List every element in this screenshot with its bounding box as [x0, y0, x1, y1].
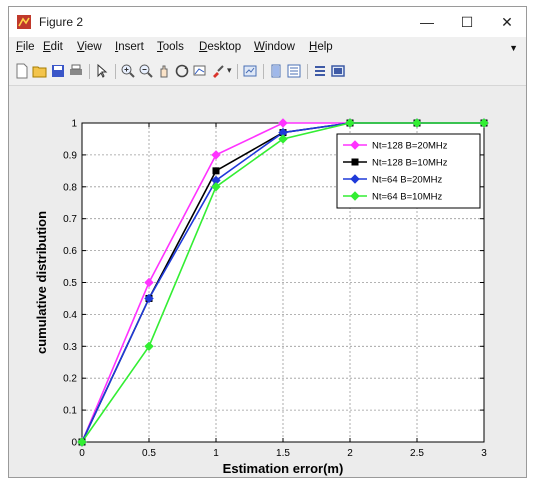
menu-file[interactable]: File — [16, 41, 35, 53]
matlab-figure-icon — [17, 15, 31, 29]
hide-plot-tools-icon[interactable] — [312, 63, 328, 79]
y-tick-label: 0.4 — [63, 310, 77, 321]
menu-edit[interactable]: Edit — [43, 41, 63, 53]
toolbar-separator — [89, 64, 90, 79]
legend-entry: Nt=128 B=10MHz — [372, 158, 448, 169]
save-icon[interactable] — [50, 63, 66, 79]
menu-overflow-arrow-icon[interactable]: ▼ — [509, 43, 518, 53]
legend-icon[interactable] — [286, 63, 302, 79]
new-figure-icon[interactable] — [14, 63, 30, 79]
legend-swatch-marker — [350, 140, 360, 150]
pointer-icon[interactable] — [94, 63, 110, 79]
series-3-point — [144, 341, 154, 352]
series-3-point — [278, 134, 288, 144]
open-file-icon[interactable] — [32, 63, 48, 79]
y-tick-label: 0.9 — [63, 150, 77, 161]
x-tick-label: 2 — [347, 448, 353, 459]
menu-window[interactable]: Window — [254, 41, 295, 53]
toolbar-separator — [237, 64, 238, 79]
figure-canvas: 0 0.5 1 1.5 2 2.5 3 0 0.1 0.2 0.3 0.4 0.5 0.6 0.7 0.8 0.… — [9, 86, 526, 477]
menu-help[interactable]: Help — [309, 41, 333, 53]
window-title: Figure 2 — [39, 15, 84, 29]
y-tick-label: 0.8 — [63, 182, 77, 193]
menu-view[interactable]: View — [77, 41, 102, 53]
rotate-3d-icon[interactable] — [174, 63, 190, 79]
series-2-point — [144, 293, 154, 304]
y-tick-label: 0.6 — [63, 246, 77, 257]
data-cursor-icon[interactable] — [192, 63, 208, 79]
x-tick-label: 1 — [213, 448, 219, 459]
colorbar-icon[interactable] — [268, 63, 284, 79]
minimize-button[interactable]: — — [420, 14, 434, 30]
legend-swatch-marker — [351, 158, 359, 166]
zoom-in-icon[interactable] — [120, 63, 136, 79]
y-tick-label: 1 — [71, 119, 77, 130]
toolbar-separator — [115, 64, 116, 79]
series-0-point — [211, 150, 221, 160]
menu-insert[interactable]: Insert — [115, 41, 144, 53]
x-tick-label: 3 — [481, 448, 487, 459]
legend-entry: Nt=64 B=10MHz — [372, 192, 442, 203]
legend-box — [336, 133, 481, 209]
legend-swatch-marker — [350, 191, 360, 201]
series-0-point — [278, 118, 288, 128]
x-tick-label: 0.5 — [142, 448, 156, 459]
menu-desktop[interactable]: Desktop — [199, 41, 242, 53]
legend-entry: Nt=128 B=20MHz — [372, 141, 448, 152]
series-3-point — [211, 182, 221, 192]
link-plot-icon[interactable] — [242, 63, 258, 79]
x-tick-label: 0 — [79, 448, 85, 459]
menu-bar: File Edit View Insert Tools Desktop Wind… — [9, 37, 526, 59]
series-3-point — [412, 118, 422, 128]
x-tick-label: 1.5 — [276, 448, 290, 459]
toolbar-separator — [263, 64, 264, 79]
y-tick-label: 0.5 — [63, 278, 77, 289]
print-icon[interactable] — [68, 63, 84, 79]
legend-entry: Nt=64 B=20MHz — [372, 175, 442, 186]
y-tick-label: 0.2 — [63, 374, 77, 385]
y-tick-label: 0 — [71, 438, 77, 449]
pan-icon[interactable] — [156, 63, 172, 79]
series-3-point — [345, 118, 355, 128]
cdf-chart: 0 0.5 1 1.5 2 2.5 3 0 0.1 0.2 0.3 0.4 0.5 0.6 0.7 0.8 0.… — [34, 118, 489, 476]
brush-icon[interactable] — [210, 63, 226, 79]
zoom-out-icon[interactable] — [138, 63, 154, 79]
series-3-point — [479, 118, 489, 128]
maximize-button[interactable]: ☐ — [460, 13, 474, 30]
y-axis-label: cumulative distribution — [34, 211, 49, 354]
x-tick-label: 2.5 — [410, 448, 424, 459]
title-bar[interactable]: Figure 2 — ☐ ✕ — [9, 7, 526, 37]
series-1-point — [212, 167, 220, 175]
y-tick-label: 0.7 — [63, 214, 77, 225]
figure-window: Figure 2 — ☐ ✕ File Edit View Insert Too… — [8, 6, 527, 478]
x-axis-label: Estimation error(m) — [223, 461, 344, 476]
y-tick-label: 0.1 — [63, 406, 77, 417]
menu-tools[interactable]: Tools — [157, 41, 184, 53]
series-3-point — [77, 437, 87, 447]
toolbar-separator — [307, 64, 308, 79]
y-tick-label: 0.3 — [63, 342, 77, 353]
close-button[interactable]: ✕ — [501, 13, 513, 30]
show-plot-tools-icon[interactable] — [330, 63, 346, 79]
figure-toolbar: ▾ — [9, 59, 526, 86]
legend-swatch-marker — [350, 174, 360, 184]
series-0-point — [144, 277, 154, 288]
brush-dropdown-icon[interactable]: ▾ — [227, 65, 232, 75]
